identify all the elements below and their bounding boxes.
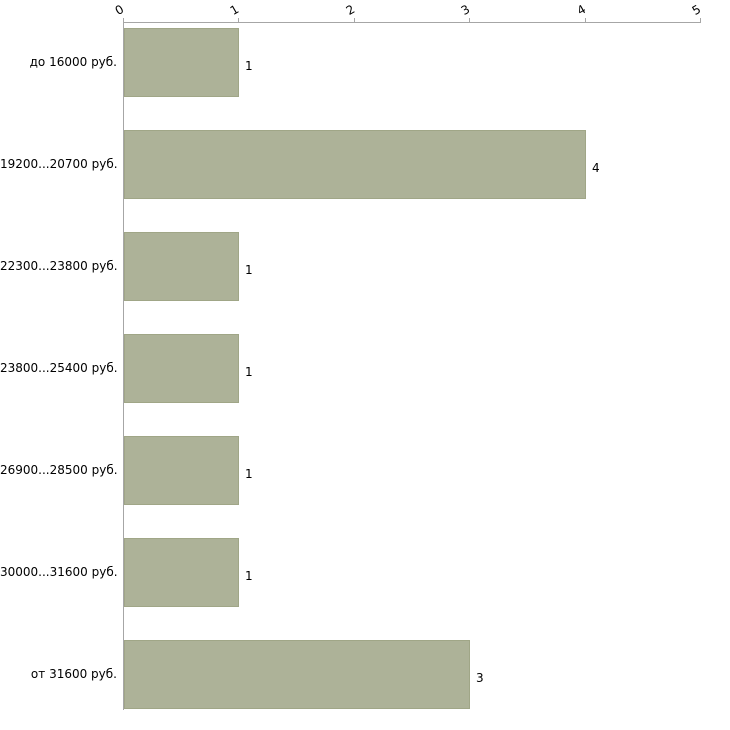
x-axis-tick (700, 18, 701, 22)
x-axis-tick-label: 4 (574, 1, 588, 18)
category-label: 22300...23800 руб. (0, 258, 118, 273)
bar-value-label: 4 (592, 160, 600, 175)
bar-value-label: 1 (245, 364, 253, 379)
bar-value-label: 3 (476, 670, 484, 685)
bar (124, 436, 239, 505)
x-axis-tick-label: 0 (112, 1, 127, 18)
bar (124, 640, 470, 709)
category-label: от 31600 руб. (30, 666, 117, 681)
x-axis-tick-label: 1 (228, 1, 242, 18)
category-label: до 16000 руб. (29, 54, 117, 69)
bar (124, 232, 239, 301)
bar (124, 130, 586, 199)
x-axis-tick (469, 18, 471, 22)
x-axis-tick (123, 18, 124, 22)
x-axis-tick-label: 2 (343, 1, 358, 18)
x-axis-line (123, 22, 701, 23)
x-axis-tick (353, 18, 355, 22)
category-label: 30000...31600 руб. (0, 564, 118, 579)
category-label: 23800...25400 руб. (0, 360, 118, 375)
x-axis-tick (584, 18, 586, 22)
bar (124, 538, 239, 607)
bar-value-label: 1 (245, 262, 253, 277)
bar-value-label: 1 (245, 568, 253, 583)
category-label: 26900...28500 руб. (0, 462, 118, 477)
bar-value-label: 1 (245, 466, 253, 481)
x-axis-tick (238, 18, 240, 22)
bar-value-label: 1 (245, 58, 253, 73)
x-axis-tick-label: 5 (689, 1, 704, 18)
bar (124, 334, 239, 403)
bar (124, 28, 239, 97)
x-axis-tick-label: 3 (458, 1, 473, 18)
category-label: 19200...20700 руб. (0, 156, 118, 171)
y-axis-line (123, 22, 124, 710)
